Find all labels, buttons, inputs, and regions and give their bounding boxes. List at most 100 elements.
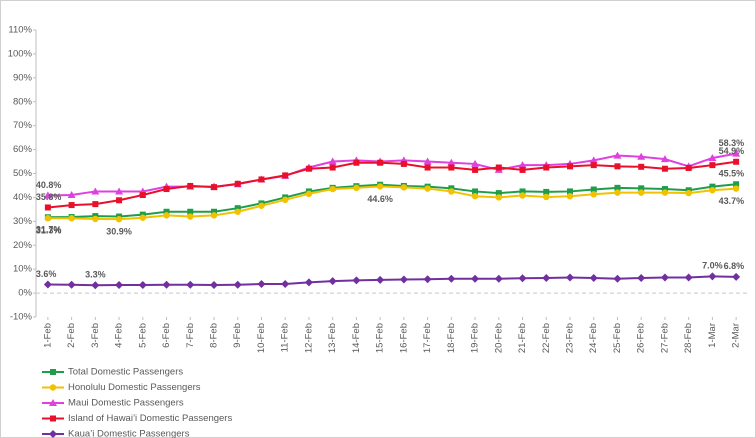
data-point [614,184,621,191]
data-point [637,274,646,283]
y-tick-label: 40% [13,192,33,203]
data-point [234,208,241,215]
data-point [567,163,573,170]
data-point [590,186,597,193]
data-point [305,190,313,198]
legend-marker [49,384,57,391]
x-tick-label: 2-Mar [731,323,742,348]
data-point [447,158,456,166]
data-point [661,165,668,172]
series-line [47,160,737,209]
data-point [282,172,289,179]
data-point [448,164,455,171]
y-tick-label: 70% [13,120,33,131]
y-tick-label: 0% [18,288,32,299]
y-tick-label: 10% [13,264,33,275]
y-tick-label: 90% [13,72,33,83]
series [44,183,740,223]
data-point [353,159,360,166]
legend-item: Maui Domestic Passengers [42,398,184,409]
x-tick-label: 13-Feb [327,323,338,353]
data-label: 6.8% [724,261,745,271]
data-point [567,188,573,195]
data-point [400,184,408,191]
data-point [423,157,432,165]
x-tick-label: 19-Feb [470,323,481,353]
data-point [258,202,265,209]
y-tick-label: 80% [13,96,33,107]
data-point [423,275,432,284]
data-point [471,274,480,283]
data-point [377,159,384,166]
data-point [257,279,266,288]
data-point [400,160,407,167]
data-point [43,280,52,289]
data-point [424,164,431,171]
data-point [163,212,170,219]
data-point [67,280,76,289]
legend-marker [49,430,57,438]
y-tick-label: 110% [8,25,32,36]
data-point [589,156,598,164]
x-tick-label: 25-Feb [612,323,623,353]
x-tick-label: 24-Feb [588,323,599,353]
data-point [661,186,668,193]
data-point [187,208,194,215]
data-point [68,202,75,209]
data-point [614,189,621,196]
data-point [614,163,621,170]
x-tick-label: 7-Feb [185,323,196,348]
data-point [471,159,480,167]
data-point [68,215,75,222]
data-point [424,185,431,192]
data-point [519,166,526,173]
legend-marker [49,399,57,406]
legend-item: Honolulu Domestic Passengers [42,382,201,393]
x-tick-label: 15-Feb [375,323,386,353]
data-point [138,280,147,289]
data-point [472,166,479,173]
x-tick-label: 1-Mar [707,323,718,348]
legend-label: Total Domestic Passengers [68,367,183,378]
data-point [91,281,100,290]
data-point [163,208,170,215]
data-point [211,184,217,191]
data-point [211,208,217,215]
data-point [353,184,360,192]
data-label: 35.8% [36,192,62,202]
data-label: 45.5% [719,169,745,179]
x-tick-label: 21-Feb [517,323,528,353]
data-point [684,273,693,282]
legend-item: Kaua’i Domestic Passengers [42,429,190,438]
data-point [233,280,242,289]
data-point [494,274,503,283]
data-point [709,183,716,190]
x-tick-label: 16-Feb [398,323,409,353]
data-point [685,189,692,197]
x-tick-label: 6-Feb [161,323,172,348]
data-point [732,149,741,157]
data-point [660,155,669,163]
data-point [519,188,526,195]
x-tick-label: 26-Feb [636,323,647,353]
data-point [115,215,123,223]
series-line [47,183,737,219]
data-point [638,189,645,196]
data-label: 58.3% [719,138,745,148]
data-point [638,185,645,192]
data-point [282,196,289,204]
data-point [661,189,669,196]
x-tick-label: 14-Feb [351,323,362,353]
data-point [448,188,455,195]
data-point [733,158,740,165]
data-point [352,276,361,285]
data-label: 44.6% [367,194,393,204]
y-tick-label: 60% [13,144,33,155]
y-tick-label: 100% [8,48,33,59]
data-label: 31.7% [36,225,62,235]
data-point [709,162,716,169]
data-point [281,279,290,288]
data-point [543,193,550,201]
data-point [186,280,195,289]
series-line [47,152,737,197]
